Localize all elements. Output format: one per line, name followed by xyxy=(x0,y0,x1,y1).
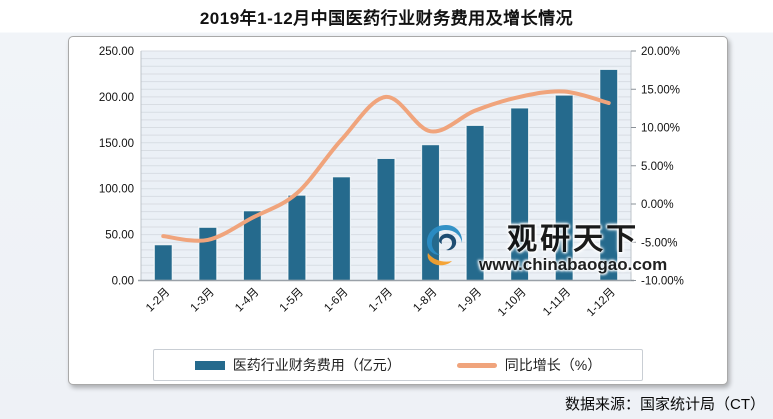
x-axis-labels: 1-2月 1-3月 1-4月 1-5月 1-6月 1-7月 1-8月 1-9月 1-10月 1-1… xyxy=(144,286,618,319)
right-tick-label: 0.00% xyxy=(641,199,674,211)
line-series-swatch xyxy=(456,362,497,368)
bar-series xyxy=(153,68,619,282)
bar-1-8月 xyxy=(420,144,441,282)
line-series-label: 同比增长（%） xyxy=(504,357,602,373)
left-tick-label: 200.00 xyxy=(99,92,134,104)
right-tick-label: -5.00% xyxy=(641,237,677,249)
x-label-1-4月: 1-4月 xyxy=(233,286,261,314)
left-tick-label: 250.00 xyxy=(99,46,134,58)
left-tick-label: 0.00 xyxy=(112,276,134,288)
x-label-1-10月: 1-10月 xyxy=(496,286,529,319)
data-source-note: 数据来源：国家统计局（CT） xyxy=(565,396,765,413)
chart-legend: 医药行业财务费用（亿元） 同比增长（%） xyxy=(153,349,643,381)
right-axis-ticks: -10.00% -5.00% 0.00% 5.00% 10.00% 15.00% 20.00… xyxy=(631,46,684,288)
x-label-1-11月: 1-11月 xyxy=(541,286,573,318)
bar-1-5月 xyxy=(287,194,307,282)
bar-1-6月 xyxy=(331,176,352,282)
right-tick-label: 10.00% xyxy=(641,123,680,135)
right-tick-label: 20.00% xyxy=(641,46,680,58)
left-axis-ticks: 0.00 50.00 100.00 150.00 200.00 250.00 xyxy=(99,46,134,288)
x-label-1-2月: 1-2月 xyxy=(144,286,172,314)
x-label-1-7月: 1-7月 xyxy=(367,286,395,314)
right-tick-label: 15.00% xyxy=(641,84,680,96)
x-label-1-6月: 1-6月 xyxy=(322,286,350,314)
bar-1-3月 xyxy=(198,226,218,282)
left-tick-label: 50.00 xyxy=(105,230,134,242)
bar-1-9月 xyxy=(465,124,485,282)
bar-1-2月 xyxy=(153,244,173,282)
bar-series-swatch xyxy=(194,360,225,370)
bar-series-label: 医药行业财务费用（亿元） xyxy=(232,357,401,373)
right-tick-label: -10.00% xyxy=(641,276,684,288)
x-label-1-9月: 1-9月 xyxy=(456,286,484,314)
chart-panel: 0.00 50.00 100.00 150.00 200.00 250.00 -10.00%… xyxy=(68,36,728,385)
bar-1-7月 xyxy=(376,157,396,282)
x-label-1-12月: 1-12月 xyxy=(585,286,618,319)
x-label-1-8月: 1-8月 xyxy=(411,286,439,314)
x-label-1-5月: 1-5月 xyxy=(278,286,306,314)
x-label-1-3月: 1-3月 xyxy=(189,286,217,314)
combo-chart: 0.00 50.00 100.00 150.00 200.00 250.00 -10.00%… xyxy=(99,46,684,319)
growth-line xyxy=(161,89,611,243)
bar-1-10月 xyxy=(510,107,530,282)
bar-1-11月 xyxy=(554,94,574,282)
page-title: 2019年1-12月中国医药行业财务费用及增长情况 xyxy=(199,9,574,28)
left-tick-label: 100.00 xyxy=(99,184,134,196)
legend-item-bar-series: 医药行业财务费用（亿元） xyxy=(194,355,401,375)
legend-item-line-series: 同比增长（%） xyxy=(456,355,602,375)
right-tick-label: 5.00% xyxy=(641,161,674,173)
left-tick-label: 150.00 xyxy=(99,138,134,150)
